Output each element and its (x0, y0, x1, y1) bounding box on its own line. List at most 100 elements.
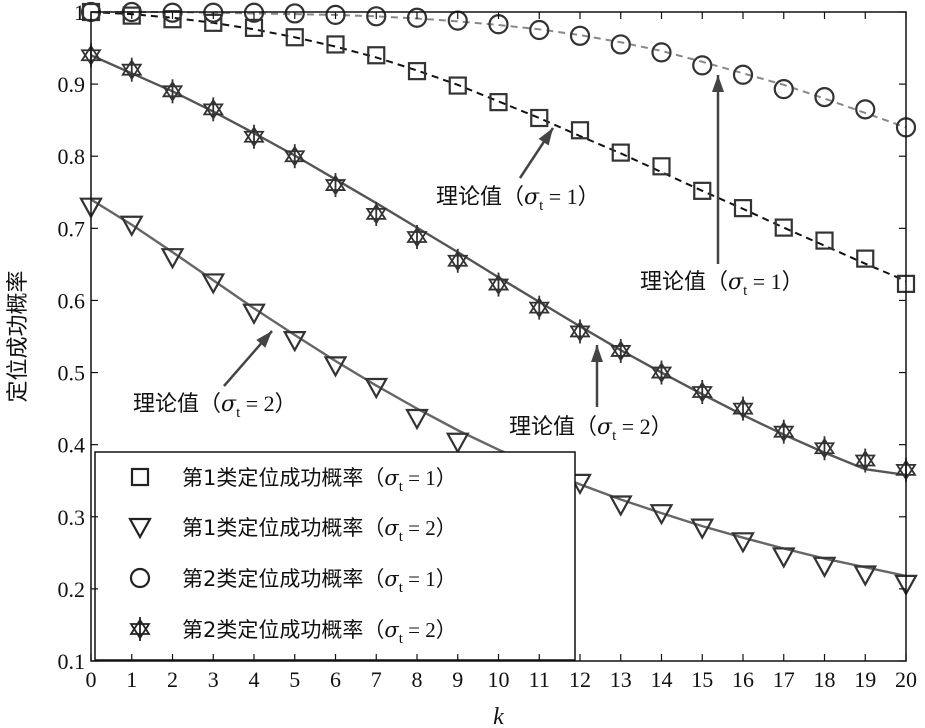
series-3-point (529, 19, 550, 41)
annotation-prefix: 理论值 (133, 392, 199, 417)
series-2-point (731, 532, 755, 554)
x-tick-label: 19 (854, 667, 876, 692)
annotation-arrow-head (538, 128, 553, 146)
series-4-point (365, 201, 387, 226)
annotation-subscript: t (236, 405, 241, 421)
y-tick-label: 0.9 (58, 72, 86, 97)
x-tick-label: 17 (773, 667, 795, 692)
legend-equation: = 1 (403, 567, 436, 591)
y-tick-label: 0.4 (58, 433, 86, 458)
series-1-point (856, 249, 875, 268)
series-4-point (284, 144, 306, 169)
annotation-subscript: t (612, 428, 617, 444)
annotation-equation: = 2 (616, 414, 650, 439)
legend-marker-1 (130, 467, 150, 487)
legend-equation: = 2 (403, 516, 436, 540)
annotation-label: 理论值（σt = 2） (133, 391, 297, 421)
annotation-arrow-head (712, 75, 724, 92)
series-4-point (732, 396, 754, 421)
y-tick-label: 0.3 (58, 505, 86, 530)
legend-paren-left: （ (363, 567, 384, 591)
series-3-point (651, 42, 672, 63)
annotation-label: 理论值（σt = 1） (436, 184, 600, 214)
annotation-equation: = 1 (543, 184, 577, 209)
annotation-sigma: σ (728, 270, 744, 295)
y-axis-label: 定位成功概率 (6, 270, 31, 402)
x-tick-label: 14 (651, 667, 673, 692)
axes: 0 1 2 3 4 5 6 7 8 9 10 11 12 13 14 15 16 17 18 19 200.10.20.… (6, 0, 917, 728)
series-4-point (121, 57, 143, 82)
legend-entry-3: 第2类定位成功概率（σt = 1） (182, 567, 457, 596)
x-tick-label: 15 (691, 667, 713, 692)
annotation-paren-right: ） (651, 415, 673, 440)
series-4-point (447, 248, 469, 273)
series-3-point (692, 55, 713, 76)
legend: 第1类定位成功概率（σt = 1）第1类定位成功概率（σt = 2）第2类定位成… (94, 451, 576, 661)
annotation-prefix: 理论值 (640, 270, 706, 295)
legend-entry-2: 第1类定位成功概率（σt = 2） (182, 516, 457, 545)
series-1-point (448, 76, 467, 95)
series-2-point (853, 565, 878, 587)
x-tick-label: 2 (167, 667, 178, 692)
legend-subscript: t (399, 479, 404, 495)
series-4-point (202, 97, 224, 122)
x-tick-label: 10 (488, 667, 510, 692)
series-3-point (610, 34, 631, 55)
legend-entry-prefix: 第1类定位成功概率 (182, 516, 363, 540)
legend-box (94, 451, 576, 661)
annotation-sigma: σ (221, 392, 237, 417)
series-3-point (406, 7, 428, 28)
series-2-point (608, 495, 633, 517)
annotation-paren-left: （ (575, 415, 597, 440)
legend-entry-prefix: 第2类定位成功概率 (182, 567, 363, 591)
y-tick-label: 0.5 (58, 361, 86, 386)
series-3-point (773, 79, 794, 100)
annotation-subscript: t (539, 198, 544, 214)
series-3-point (855, 99, 876, 120)
legend-sigma: σ (384, 466, 399, 490)
legend-entry-4: 第2类定位成功概率（σt = 2） (182, 618, 457, 647)
legend-entry-prefix: 第2类定位成功概率 (182, 618, 363, 642)
series-1-point (244, 18, 264, 37)
annotation-prefix: 理论值 (436, 185, 502, 210)
series-4-point (773, 419, 795, 444)
annotation-paren-left: （ (706, 270, 728, 295)
x-tick-label: 8 (412, 667, 423, 692)
legend-entry-1: 第1类定位成功概率（σt = 1） (182, 466, 457, 495)
y-tick-label: 0.7 (58, 216, 86, 241)
x-tick-label: 12 (569, 667, 591, 692)
legend-marker-2 (128, 517, 152, 540)
series-1-point (530, 108, 549, 128)
x-tick-label: 0 (86, 667, 97, 692)
x-tick-label: 1 (126, 667, 137, 692)
series-2-point (690, 518, 715, 540)
legend-paren-left: （ (363, 618, 384, 642)
series-3-point (732, 64, 754, 85)
series-4-point (487, 272, 510, 297)
x-tick-label: 4 (249, 667, 260, 692)
legend-sigma: σ (384, 567, 399, 591)
theory-curve-2 (90, 198, 907, 578)
annotation-sigma: σ (597, 415, 613, 440)
x-tick-label: 5 (289, 667, 300, 692)
annotation-arrow-head (256, 331, 272, 348)
series-1-point (611, 143, 630, 162)
series-2-point (119, 215, 144, 237)
annotation-label: 理论值（σt = 1） (640, 269, 804, 299)
series-1-point (367, 46, 386, 65)
series-1-point (326, 35, 345, 54)
legend-subscript: t (399, 631, 404, 647)
series-4-point (528, 295, 550, 320)
legend-sigma: σ (384, 618, 399, 642)
legend-paren-right: ） (436, 618, 457, 642)
y-tick-label: 0.2 (58, 577, 86, 602)
series-1-point (774, 218, 793, 237)
x-tick-label: 3 (208, 667, 219, 692)
legend-subscript: t (399, 580, 404, 596)
legend-entry-prefix: 第1类定位成功概率 (182, 466, 363, 490)
annotation-equation: = 2 (240, 391, 274, 416)
x-axis-label: k (493, 704, 504, 728)
annotation-paren-left: （ (502, 185, 524, 210)
legend-equation: = 2 (403, 618, 436, 642)
